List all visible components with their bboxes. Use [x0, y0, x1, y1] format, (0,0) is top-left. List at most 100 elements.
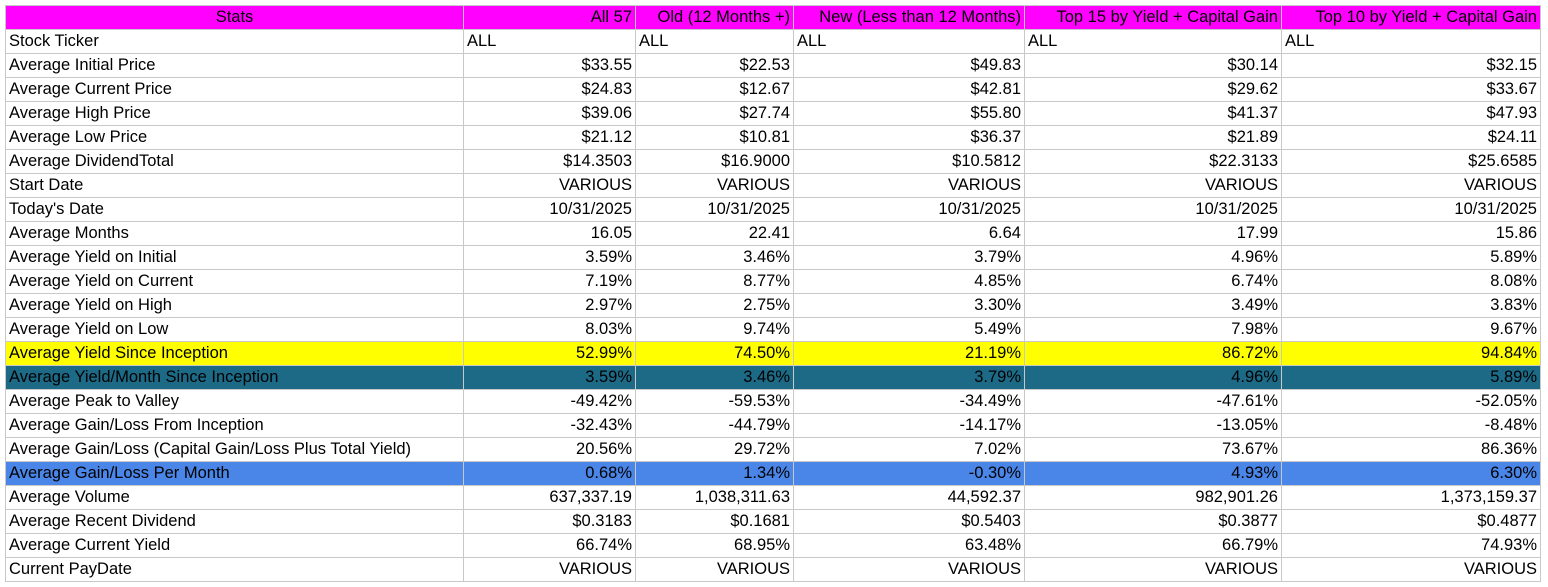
value-cell[interactable]: $10.81	[635, 125, 794, 150]
value-cell[interactable]: 3.49%	[1024, 293, 1282, 318]
value-cell[interactable]: $0.4877	[1281, 509, 1541, 534]
header-cell-top-15[interactable]: Top 15 by Yield + Capital Gain	[1024, 5, 1282, 30]
value-cell[interactable]: 6.64	[793, 221, 1025, 246]
value-cell[interactable]: 10/31/2025	[1024, 197, 1282, 222]
value-cell[interactable]: 17.99	[1024, 221, 1282, 246]
value-cell[interactable]: 68.95%	[635, 533, 794, 558]
row-label-cell[interactable]: Average Yield on Low	[5, 317, 464, 342]
value-cell[interactable]: 86.36%	[1281, 437, 1541, 462]
row-label-cell[interactable]: Average Current Price	[5, 77, 464, 102]
value-cell[interactable]: $0.5403	[793, 509, 1025, 534]
value-cell[interactable]: -44.79%	[635, 413, 794, 438]
value-cell[interactable]: ALL	[635, 29, 794, 54]
header-cell-all-57[interactable]: All 57	[463, 5, 636, 30]
value-cell[interactable]: 3.59%	[463, 245, 636, 270]
value-cell[interactable]: $29.62	[1024, 77, 1282, 102]
value-cell[interactable]: 44,592.37	[793, 485, 1025, 510]
value-cell[interactable]: 6.74%	[1024, 269, 1282, 294]
value-cell[interactable]: 3.79%	[793, 365, 1025, 390]
value-cell[interactable]: $0.3877	[1024, 509, 1282, 534]
row-label-cell[interactable]: Average High Price	[5, 101, 464, 126]
value-cell[interactable]: -52.05%	[1281, 389, 1541, 414]
row-label-cell[interactable]: Average Yield on Initial	[5, 245, 464, 270]
value-cell[interactable]: 1,038,311.63	[635, 485, 794, 510]
value-cell[interactable]: 10/31/2025	[635, 197, 794, 222]
row-label-cell[interactable]: Current PayDate	[5, 557, 464, 582]
value-cell[interactable]: 22.41	[635, 221, 794, 246]
value-cell[interactable]: 7.19%	[463, 269, 636, 294]
value-cell[interactable]: $47.93	[1281, 101, 1541, 126]
value-cell[interactable]: 15.86	[1281, 221, 1541, 246]
value-cell[interactable]: $22.53	[635, 53, 794, 78]
value-cell[interactable]: $30.14	[1024, 53, 1282, 78]
value-cell[interactable]: $21.89	[1024, 125, 1282, 150]
value-cell[interactable]: $27.74	[635, 101, 794, 126]
value-cell[interactable]: 2.75%	[635, 293, 794, 318]
value-cell[interactable]: 9.67%	[1281, 317, 1541, 342]
value-cell[interactable]: VARIOUS	[635, 173, 794, 198]
row-label-cell[interactable]: Average Peak to Valley	[5, 389, 464, 414]
value-cell[interactable]: 5.89%	[1281, 365, 1541, 390]
value-cell[interactable]: -32.43%	[463, 413, 636, 438]
value-cell[interactable]: 2.97%	[463, 293, 636, 318]
value-cell[interactable]: $16.9000	[635, 149, 794, 174]
header-cell-new[interactable]: New (Less than 12 Months)	[793, 5, 1025, 30]
header-cell-stats[interactable]: Stats	[5, 5, 464, 30]
value-cell[interactable]: $39.06	[463, 101, 636, 126]
value-cell[interactable]: 66.74%	[463, 533, 636, 558]
value-cell[interactable]: $21.12	[463, 125, 636, 150]
value-cell[interactable]: $25.6585	[1281, 149, 1541, 174]
value-cell[interactable]: -8.48%	[1281, 413, 1541, 438]
value-cell[interactable]: ALL	[1281, 29, 1541, 54]
value-cell[interactable]: 16.05	[463, 221, 636, 246]
value-cell[interactable]: 29.72%	[635, 437, 794, 462]
row-label-cell[interactable]: Average Low Price	[5, 125, 464, 150]
value-cell[interactable]: VARIOUS	[1281, 557, 1541, 582]
value-cell[interactable]: VARIOUS	[793, 173, 1025, 198]
value-cell[interactable]: $49.83	[793, 53, 1025, 78]
value-cell[interactable]: 4.93%	[1024, 461, 1282, 486]
row-label-cell[interactable]: Stock Ticker	[5, 29, 464, 54]
value-cell[interactable]: -13.05%	[1024, 413, 1282, 438]
value-cell[interactable]: 4.85%	[793, 269, 1025, 294]
value-cell[interactable]: 8.03%	[463, 317, 636, 342]
header-cell-top-10[interactable]: Top 10 by Yield + Capital Gain	[1281, 5, 1541, 30]
value-cell[interactable]: -0.30%	[793, 461, 1025, 486]
value-cell[interactable]: 74.50%	[635, 341, 794, 366]
value-cell[interactable]: $12.67	[635, 77, 794, 102]
value-cell[interactable]: VARIOUS	[1024, 557, 1282, 582]
value-cell[interactable]: 982,901.26	[1024, 485, 1282, 510]
value-cell[interactable]: 74.93%	[1281, 533, 1541, 558]
row-label-cell[interactable]: Average Yield on Current	[5, 269, 464, 294]
row-label-cell[interactable]: Average Yield Since Inception	[5, 341, 464, 366]
value-cell[interactable]: $42.81	[793, 77, 1025, 102]
value-cell[interactable]: 86.72%	[1024, 341, 1282, 366]
value-cell[interactable]: $36.37	[793, 125, 1025, 150]
value-cell[interactable]: 5.89%	[1281, 245, 1541, 270]
value-cell[interactable]: -59.53%	[635, 389, 794, 414]
row-label-cell[interactable]: Average Gain/Loss (Capital Gain/Loss Plu…	[5, 437, 464, 462]
value-cell[interactable]: $41.37	[1024, 101, 1282, 126]
value-cell[interactable]: 94.84%	[1281, 341, 1541, 366]
value-cell[interactable]: 10/31/2025	[1281, 197, 1541, 222]
value-cell[interactable]: 20.56%	[463, 437, 636, 462]
value-cell[interactable]: ALL	[463, 29, 636, 54]
value-cell[interactable]: 3.83%	[1281, 293, 1541, 318]
value-cell[interactable]: 3.30%	[793, 293, 1025, 318]
value-cell[interactable]: 63.48%	[793, 533, 1025, 558]
value-cell[interactable]: 66.79%	[1024, 533, 1282, 558]
value-cell[interactable]: $33.55	[463, 53, 636, 78]
value-cell[interactable]: 6.30%	[1281, 461, 1541, 486]
value-cell[interactable]: $33.67	[1281, 77, 1541, 102]
value-cell[interactable]: 1,373,159.37	[1281, 485, 1541, 510]
value-cell[interactable]: $14.3503	[463, 149, 636, 174]
value-cell[interactable]: $10.5812	[793, 149, 1025, 174]
value-cell[interactable]: 8.08%	[1281, 269, 1541, 294]
row-label-cell[interactable]: Start Date	[5, 173, 464, 198]
value-cell[interactable]: $0.3183	[463, 509, 636, 534]
row-label-cell[interactable]: Average Recent Dividend	[5, 509, 464, 534]
value-cell[interactable]: 10/31/2025	[463, 197, 636, 222]
value-cell[interactable]: -14.17%	[793, 413, 1025, 438]
row-label-cell[interactable]: Average Months	[5, 221, 464, 246]
value-cell[interactable]: 637,337.19	[463, 485, 636, 510]
